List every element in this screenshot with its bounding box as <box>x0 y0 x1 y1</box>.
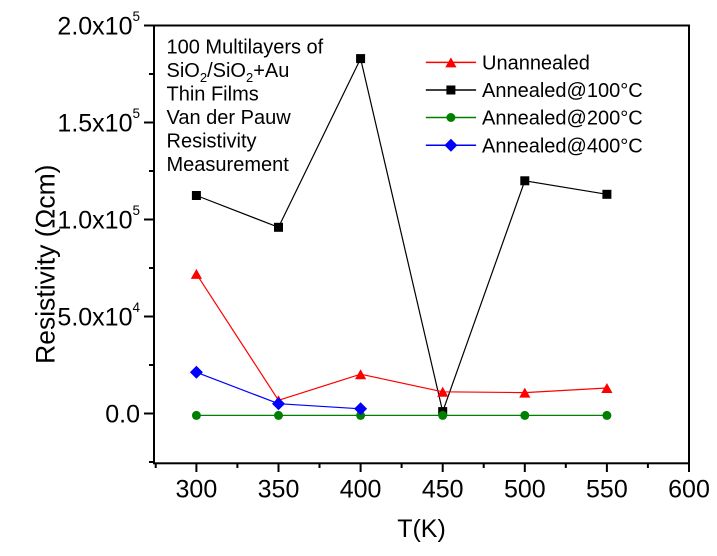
svg-text:Unannealed: Unannealed <box>482 53 590 75</box>
svg-text:Thin Films: Thin Films <box>167 83 259 105</box>
svg-text:600: 600 <box>668 476 710 504</box>
svg-text:SiO2/SiO2+Au: SiO2/SiO2+Au <box>167 60 290 85</box>
svg-text:450: 450 <box>422 476 464 504</box>
svg-text:0.0: 0.0 <box>105 401 140 429</box>
svg-text:Annealed@100°C: Annealed@100°C <box>482 80 643 102</box>
svg-text:350: 350 <box>258 476 300 504</box>
svg-text:1.5x105: 1.5x105 <box>57 106 140 138</box>
svg-text:550: 550 <box>586 476 628 504</box>
svg-text:Annealed@200°C: Annealed@200°C <box>482 108 643 130</box>
svg-text:Van der Pauw: Van der Pauw <box>167 107 292 129</box>
svg-text:5.0x104: 5.0x104 <box>57 300 140 332</box>
svg-text:2.0x105: 2.0x105 <box>57 9 140 41</box>
svg-text:Annealed@400°C: Annealed@400°C <box>482 135 643 157</box>
svg-text:T(K): T(K) <box>397 515 446 543</box>
svg-text:100 Multilayers of: 100 Multilayers of <box>167 36 324 58</box>
svg-text:400: 400 <box>340 476 382 504</box>
svg-text:300: 300 <box>176 476 218 504</box>
svg-text:Measurement: Measurement <box>167 154 290 176</box>
svg-text:1.0x105: 1.0x105 <box>57 203 140 235</box>
svg-text:500: 500 <box>504 476 546 504</box>
svg-text:Resistivity (Ωcm): Resistivity (Ωcm) <box>31 164 61 363</box>
svg-text:Resistivity: Resistivity <box>167 130 257 152</box>
